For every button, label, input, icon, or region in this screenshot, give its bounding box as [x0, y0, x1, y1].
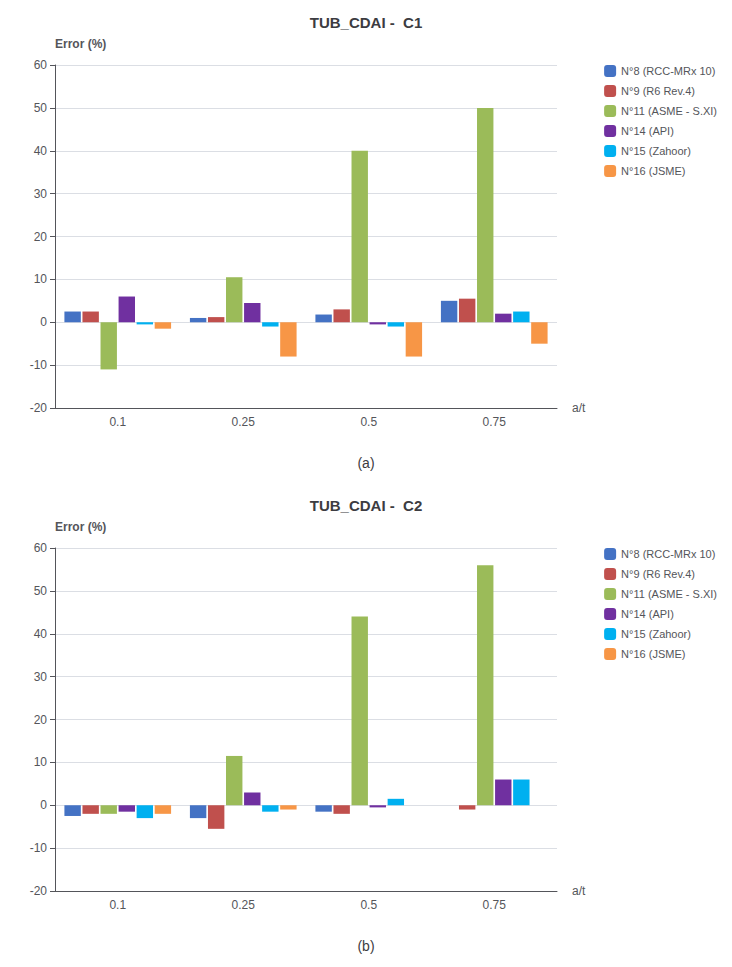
svg-text:Error (%): Error (%): [55, 37, 106, 51]
svg-text:0.75: 0.75: [483, 415, 507, 429]
svg-text:10: 10: [34, 755, 48, 769]
svg-text:0.5: 0.5: [360, 415, 377, 429]
svg-text:-10: -10: [30, 358, 48, 372]
svg-text:N°16 (JSME): N°16 (JSME): [621, 165, 685, 177]
svg-text:50: 50: [34, 584, 48, 598]
svg-text:-20: -20: [30, 401, 48, 415]
svg-text:0.25: 0.25: [232, 415, 256, 429]
svg-text:-20: -20: [30, 884, 48, 898]
svg-text:N°9 (R6 Rev.4): N°9 (R6 Rev.4): [621, 85, 695, 97]
svg-text:N°14 (API): N°14 (API): [621, 608, 674, 620]
svg-text:0.25: 0.25: [232, 898, 256, 912]
svg-text:30: 30: [34, 670, 48, 684]
svg-text:10: 10: [34, 272, 48, 286]
svg-text:60: 60: [34, 541, 48, 555]
svg-text:50: 50: [34, 101, 48, 115]
svg-text:N°8 (RCC-MRx 10): N°8 (RCC-MRx 10): [621, 65, 715, 77]
svg-text:(b): (b): [357, 938, 374, 954]
svg-text:Error (%): Error (%): [55, 520, 106, 534]
svg-text:20: 20: [34, 713, 48, 727]
svg-text:0.1: 0.1: [109, 415, 126, 429]
svg-text:40: 40: [34, 144, 48, 158]
svg-text:N°15 (Zahoor): N°15 (Zahoor): [621, 628, 691, 640]
svg-text:N°15 (Zahoor): N°15 (Zahoor): [621, 145, 691, 157]
svg-text:40: 40: [34, 627, 48, 641]
svg-text:a/t: a/t: [572, 401, 586, 415]
svg-text:30: 30: [34, 187, 48, 201]
svg-text:0.5: 0.5: [360, 898, 377, 912]
svg-text:N°11 (ASME - S.XI): N°11 (ASME - S.XI): [621, 588, 717, 600]
svg-text:N°8 (RCC-MRx 10): N°8 (RCC-MRx 10): [621, 548, 715, 560]
svg-text:20: 20: [34, 230, 48, 244]
svg-text:0.1: 0.1: [109, 898, 126, 912]
svg-text:0: 0: [40, 315, 47, 329]
svg-text:60: 60: [34, 58, 48, 72]
svg-text:a/t: a/t: [572, 884, 586, 898]
svg-text:-10: -10: [30, 841, 48, 855]
svg-text:N°14 (API): N°14 (API): [621, 125, 674, 137]
svg-text:TUB_CDAI - C1: TUB_CDAI - C1: [310, 14, 423, 31]
svg-text:0.75: 0.75: [483, 898, 507, 912]
svg-text:TUB_CDAI - C2: TUB_CDAI - C2: [310, 497, 423, 514]
svg-text:N°11 (ASME - S.XI): N°11 (ASME - S.XI): [621, 105, 717, 117]
svg-text:N°16 (JSME): N°16 (JSME): [621, 648, 685, 660]
svg-text:N°9 (R6 Rev.4): N°9 (R6 Rev.4): [621, 568, 695, 580]
svg-text:0: 0: [40, 798, 47, 812]
svg-text:(a): (a): [357, 455, 374, 471]
